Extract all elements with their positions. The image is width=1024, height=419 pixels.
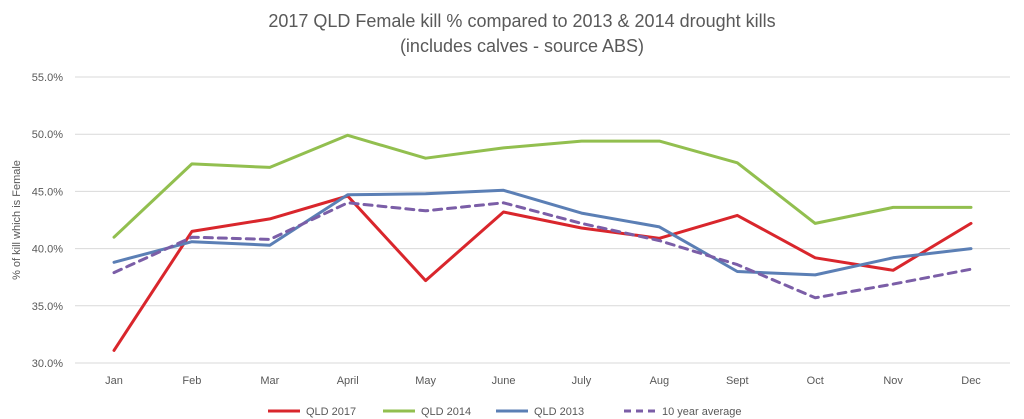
x-tick-label: May <box>415 375 436 387</box>
y-tick-label: 40.0% <box>32 244 63 256</box>
gridlines <box>75 76 1010 364</box>
legend-label-10-year-average: 10 year average <box>662 406 742 418</box>
y-tick-label: 55.0% <box>32 72 63 84</box>
y-tick-label: 50.0% <box>32 129 63 141</box>
chart-subtitle: (includes calves - source ABS) <box>400 36 644 56</box>
x-tick-label: Oct <box>807 375 824 387</box>
series-line-qld-2017 <box>112 194 973 352</box>
x-axis-ticks: Jan Feb Mar April May June July Aug Sept Oct Nov De… <box>105 375 981 387</box>
x-tick-label: Mar <box>260 375 279 387</box>
series-line-qld-2013 <box>112 188 973 277</box>
y-axis-label: % of kill which is Female <box>11 160 23 280</box>
series-line-qld-2014 <box>112 133 973 239</box>
x-tick-label: Feb <box>182 375 201 387</box>
chart-title: 2017 QLD Female kill % compared to 2013 … <box>268 11 775 31</box>
x-tick-label: June <box>492 375 516 387</box>
y-tick-label: 35.0% <box>32 301 63 313</box>
series-line-10-year-average <box>112 201 973 300</box>
y-axis-ticks: 30.0% 35.0% 40.0% 45.0% 50.0% 55.0% <box>32 72 63 370</box>
y-tick-label: 30.0% <box>32 358 63 370</box>
y-tick-label: 45.0% <box>32 186 63 198</box>
legend-label-qld-2014: QLD 2014 <box>421 406 471 418</box>
x-tick-label: Dec <box>961 375 981 387</box>
x-tick-label: April <box>337 375 359 387</box>
legend-label-qld-2013: QLD 2013 <box>534 406 584 418</box>
x-tick-label: Nov <box>883 375 903 387</box>
x-tick-label: Aug <box>650 375 670 387</box>
x-tick-label: July <box>572 375 592 387</box>
legend: QLD 2017 QLD 2014 QLD 2013 10 year average <box>268 406 742 418</box>
legend-label-qld-2017: QLD 2017 <box>306 406 356 418</box>
x-tick-label: Sept <box>726 375 749 387</box>
series-lines <box>112 133 973 352</box>
x-tick-label: Jan <box>105 375 123 387</box>
